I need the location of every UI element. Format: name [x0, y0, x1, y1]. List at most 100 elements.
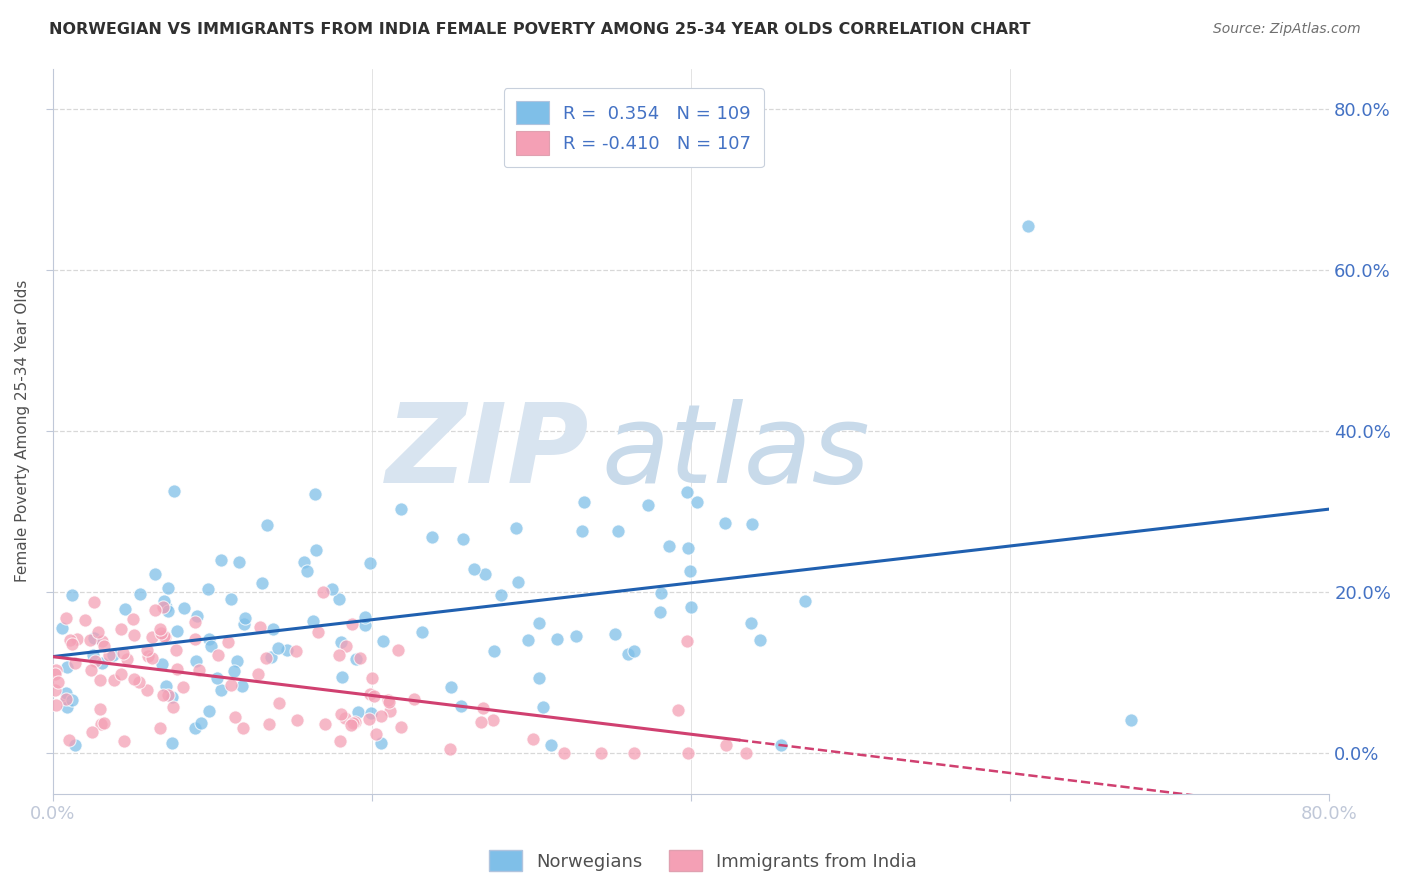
Point [262, 622, 284, 636]
Point [83, 595, 105, 609]
Point [540, 739, 562, 753]
Point [44, 682, 66, 697]
Point [190, 716, 212, 731]
Point [658, 539, 681, 553]
Legend: Norwegians, Immigrants from India: Norwegians, Immigrants from India [482, 843, 924, 879]
Point [450, 698, 472, 713]
Point [506, 574, 529, 589]
Point [231, 679, 253, 693]
Point [470, 714, 492, 729]
Point [328, 592, 350, 607]
Point [149, 622, 172, 636]
Legend: R =  0.354   N = 109, R = -0.410   N = 107: R = 0.354 N = 109, R = -0.410 N = 107 [503, 88, 763, 168]
Point [163, 483, 186, 498]
Point [60, 637, 83, 651]
Point [340, 718, 363, 732]
Point [371, 633, 394, 648]
Point [150, 626, 173, 640]
Point [143, 603, 166, 617]
Text: ZIP: ZIP [385, 400, 589, 507]
Point [481, 713, 503, 727]
Point [155, 679, 177, 693]
Point [463, 562, 485, 576]
Point [246, 667, 269, 681]
Point [354, 617, 377, 632]
Point [793, 594, 815, 608]
Point [304, 487, 326, 501]
Point [128, 674, 150, 689]
Point [411, 624, 433, 639]
Point [420, 530, 443, 544]
Point [553, 747, 575, 761]
Point [276, 642, 298, 657]
Y-axis label: Female Poverty Among 25-34 Year Olds: Female Poverty Among 25-34 Year Olds [15, 280, 30, 582]
Point [735, 747, 758, 761]
Point [360, 671, 382, 685]
Point [55, 700, 77, 714]
Point [55, 691, 77, 706]
Point [329, 733, 352, 747]
Point [571, 524, 593, 539]
Point [364, 726, 387, 740]
Point [141, 630, 163, 644]
Point [285, 714, 308, 728]
Point [55, 686, 77, 700]
Point [284, 643, 307, 657]
Point [89, 702, 111, 716]
Point [517, 633, 540, 648]
Point [172, 680, 194, 694]
Point [333, 711, 356, 725]
Point [233, 617, 256, 632]
Point [666, 702, 689, 716]
Point [200, 639, 222, 653]
Point [329, 707, 352, 722]
Point [267, 641, 290, 656]
Text: atlas: atlas [602, 400, 870, 507]
Point [55, 692, 77, 706]
Point [650, 605, 672, 619]
Point [249, 620, 271, 634]
Point [740, 615, 762, 630]
Point [389, 501, 412, 516]
Point [714, 516, 737, 531]
Point [748, 632, 770, 647]
Point [359, 687, 381, 701]
Point [228, 555, 250, 569]
Point [115, 651, 138, 665]
Point [83, 631, 105, 645]
Point [637, 498, 659, 512]
Point [150, 657, 173, 672]
Point [157, 688, 180, 702]
Point [1119, 713, 1142, 727]
Point [152, 599, 174, 614]
Point [233, 611, 256, 625]
Point [389, 719, 412, 733]
Point [149, 721, 172, 735]
Point [675, 484, 697, 499]
Point [623, 643, 645, 657]
Point [112, 733, 135, 747]
Point [205, 671, 228, 685]
Point [349, 650, 371, 665]
Point [250, 575, 273, 590]
Point [679, 564, 702, 578]
Point [489, 589, 512, 603]
Point [97, 648, 120, 663]
Point [546, 632, 568, 647]
Point [679, 600, 702, 615]
Point [342, 715, 364, 730]
Point [155, 631, 177, 645]
Point [343, 714, 366, 729]
Point [209, 553, 232, 567]
Point [63, 739, 86, 753]
Point [314, 717, 336, 731]
Point [531, 699, 554, 714]
Point [402, 692, 425, 706]
Point [207, 648, 229, 662]
Point [87, 624, 110, 639]
Point [676, 633, 699, 648]
Point [378, 704, 401, 718]
Point [55, 611, 77, 625]
Point [330, 669, 353, 683]
Point [166, 624, 188, 638]
